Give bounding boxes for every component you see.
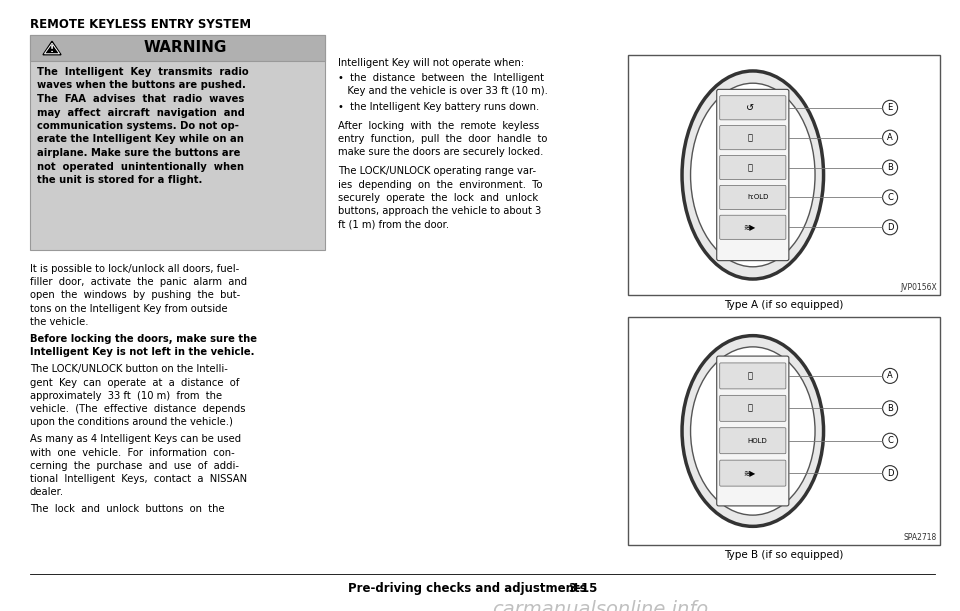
Ellipse shape xyxy=(690,347,815,515)
Text: Before locking the doors, make sure the: Before locking the doors, make sure the xyxy=(30,334,257,344)
Circle shape xyxy=(882,130,898,145)
Text: The  FAA  advises  that  radio  waves: The FAA advises that radio waves xyxy=(37,94,244,104)
Text: REMOTE KEYLESS ENTRY SYSTEM: REMOTE KEYLESS ENTRY SYSTEM xyxy=(30,18,252,31)
Text: 🔒: 🔒 xyxy=(747,133,753,142)
Text: ↺: ↺ xyxy=(746,103,754,113)
Text: 🔓: 🔓 xyxy=(747,163,753,172)
Text: tional  Intelligent  Keys,  contact  a  NISSAN: tional Intelligent Keys, contact a NISSA… xyxy=(30,474,247,484)
Text: make sure the doors are securely locked.: make sure the doors are securely locked. xyxy=(338,147,543,157)
Text: Intelligent Key is not left in the vehicle.: Intelligent Key is not left in the vehic… xyxy=(30,347,254,357)
FancyBboxPatch shape xyxy=(720,185,786,210)
FancyBboxPatch shape xyxy=(30,35,325,61)
Circle shape xyxy=(882,433,898,448)
Text: C: C xyxy=(887,193,893,202)
Text: ≋▶: ≋▶ xyxy=(744,223,756,232)
Text: gent  Key  can  operate  at  a  distance  of: gent Key can operate at a distance of xyxy=(30,378,239,387)
Text: A: A xyxy=(887,133,893,142)
Text: Intelligent Key will not operate when:: Intelligent Key will not operate when: xyxy=(338,58,524,68)
FancyBboxPatch shape xyxy=(628,55,940,295)
Text: carmanualsonline.info: carmanualsonline.info xyxy=(492,600,708,611)
Text: After  locking  with  the  remote  keyless: After locking with the remote keyless xyxy=(338,121,540,131)
Text: The  lock  and  unlock  buttons  on  the: The lock and unlock buttons on the xyxy=(30,505,225,514)
Text: waves when the buttons are pushed.: waves when the buttons are pushed. xyxy=(37,81,246,90)
Polygon shape xyxy=(43,42,61,55)
Text: JVP0156X: JVP0156X xyxy=(900,283,937,292)
Text: erate the Intelligent Key while on an: erate the Intelligent Key while on an xyxy=(37,134,244,144)
Text: •  the  distance  between  the  Intelligent: • the distance between the Intelligent xyxy=(338,73,544,83)
Circle shape xyxy=(882,160,898,175)
Text: open  the  windows  by  pushing  the  but-: open the windows by pushing the but- xyxy=(30,290,240,301)
FancyBboxPatch shape xyxy=(717,356,789,506)
Text: A: A xyxy=(887,371,893,381)
FancyBboxPatch shape xyxy=(720,96,786,120)
Circle shape xyxy=(882,368,898,384)
FancyBboxPatch shape xyxy=(720,460,786,486)
Text: securely  operate  the  lock  and  unlock: securely operate the lock and unlock xyxy=(338,193,539,203)
Text: filler  door,  activate  the  panic  alarm  and: filler door, activate the panic alarm an… xyxy=(30,277,247,287)
FancyBboxPatch shape xyxy=(720,155,786,180)
Text: Key and the vehicle is over 33 ft (10 m).: Key and the vehicle is over 33 ft (10 m)… xyxy=(338,86,548,97)
Text: approximately  33 ft  (10 m)  from  the: approximately 33 ft (10 m) from the xyxy=(30,391,222,401)
FancyBboxPatch shape xyxy=(717,89,789,261)
Text: As many as 4 Intelligent Keys can be used: As many as 4 Intelligent Keys can be use… xyxy=(30,434,241,444)
Text: the vehicle.: the vehicle. xyxy=(30,316,88,327)
Text: vehicle.  (The  effective  distance  depends: vehicle. (The effective distance depends xyxy=(30,404,246,414)
Circle shape xyxy=(882,190,898,205)
Text: Type A (if so equipped): Type A (if so equipped) xyxy=(724,300,844,310)
Text: Type B (if so equipped): Type B (if so equipped) xyxy=(724,550,844,560)
Circle shape xyxy=(882,220,898,235)
Text: 🔒: 🔒 xyxy=(747,371,753,381)
Text: ≋▶: ≋▶ xyxy=(744,469,756,478)
FancyBboxPatch shape xyxy=(720,428,786,454)
Ellipse shape xyxy=(682,71,824,279)
Text: 3-15: 3-15 xyxy=(568,582,597,595)
Text: 🔓: 🔓 xyxy=(747,404,753,413)
FancyBboxPatch shape xyxy=(720,126,786,150)
FancyBboxPatch shape xyxy=(720,215,786,240)
Text: h:OLD: h:OLD xyxy=(748,194,769,200)
Text: C: C xyxy=(887,436,893,445)
Text: The LOCK/UNLOCK button on the Intelli-: The LOCK/UNLOCK button on the Intelli- xyxy=(30,364,228,375)
Text: •  the Intelligent Key battery runs down.: • the Intelligent Key battery runs down. xyxy=(338,101,540,112)
Text: cerning  the  purchase  and  use  of  addi-: cerning the purchase and use of addi- xyxy=(30,461,239,471)
Text: The LOCK/UNLOCK operating range var-: The LOCK/UNLOCK operating range var- xyxy=(338,166,536,177)
Ellipse shape xyxy=(682,335,824,526)
Text: airplane. Make sure the buttons are: airplane. Make sure the buttons are xyxy=(37,148,240,158)
Text: B: B xyxy=(887,404,893,413)
Text: upon the conditions around the vehicle.): upon the conditions around the vehicle.) xyxy=(30,417,233,427)
Circle shape xyxy=(882,100,898,115)
Text: entry  function,  pull  the  door  handle  to: entry function, pull the door handle to xyxy=(338,134,547,144)
Text: may  affect  aircraft  navigation  and: may affect aircraft navigation and xyxy=(37,108,245,117)
FancyBboxPatch shape xyxy=(30,35,325,250)
Text: ies  depending  on  the  environment.  To: ies depending on the environment. To xyxy=(338,180,542,189)
Text: the unit is stored for a flight.: the unit is stored for a flight. xyxy=(37,175,203,185)
Text: !: ! xyxy=(50,45,54,54)
Ellipse shape xyxy=(690,83,815,267)
Circle shape xyxy=(882,401,898,416)
Text: ft (1 m) from the door.: ft (1 m) from the door. xyxy=(338,219,449,229)
FancyBboxPatch shape xyxy=(628,317,940,545)
Text: tons on the Intelligent Key from outside: tons on the Intelligent Key from outside xyxy=(30,304,228,313)
FancyBboxPatch shape xyxy=(720,395,786,422)
Text: Pre-driving checks and adjustments: Pre-driving checks and adjustments xyxy=(348,582,587,595)
Text: WARNING: WARNING xyxy=(144,40,228,56)
Text: buttons, approach the vehicle to about 3: buttons, approach the vehicle to about 3 xyxy=(338,206,541,216)
FancyBboxPatch shape xyxy=(720,363,786,389)
Text: HOLD: HOLD xyxy=(748,437,768,444)
Circle shape xyxy=(882,466,898,481)
Text: D: D xyxy=(887,469,894,478)
Text: D: D xyxy=(887,223,894,232)
Text: The  Intelligent  Key  transmits  radio: The Intelligent Key transmits radio xyxy=(37,67,249,77)
Text: E: E xyxy=(887,103,893,112)
Text: SPA2718: SPA2718 xyxy=(903,533,937,542)
Text: dealer.: dealer. xyxy=(30,487,64,497)
Text: not  operated  unintentionally  when: not operated unintentionally when xyxy=(37,161,244,172)
Text: It is possible to lock/unlock all doors, fuel-: It is possible to lock/unlock all doors,… xyxy=(30,264,239,274)
Text: communication systems. Do not op-: communication systems. Do not op- xyxy=(37,121,239,131)
Text: with  one  vehicle.  For  information  con-: with one vehicle. For information con- xyxy=(30,448,235,458)
Text: B: B xyxy=(887,163,893,172)
